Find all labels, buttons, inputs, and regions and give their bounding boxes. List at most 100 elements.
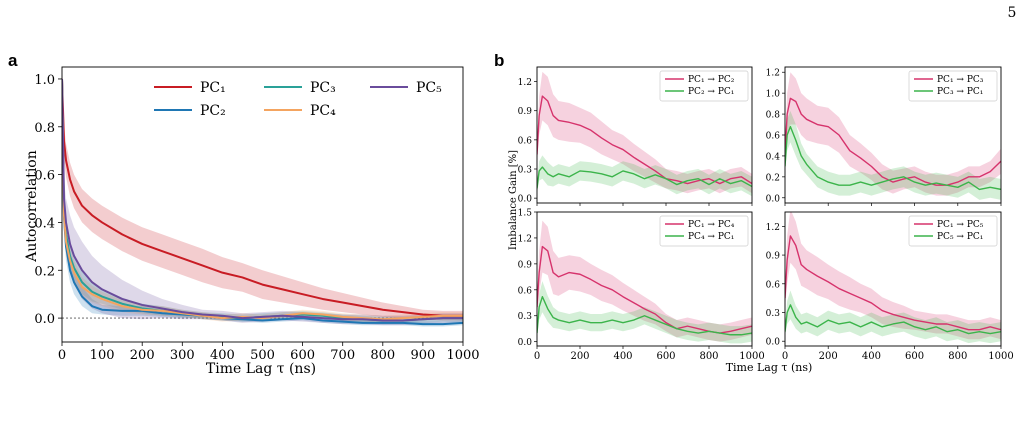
panel-a-legend-label-2: PC₃ xyxy=(310,80,336,96)
panel-b-top-left-y-tick-label-2: 0.6 xyxy=(518,136,533,146)
panel-b-bottom-right-legend-label-1: PC₅ → PC₁ xyxy=(937,232,983,242)
panel-a-legend-label-4: PC₅ xyxy=(416,80,442,96)
panel-b-x-axis-label: Time Lag τ (ns) xyxy=(726,361,813,374)
panel-b-bottom-left-y-tick-label-0: 0.0 xyxy=(518,338,533,348)
panel-a-x-tick-label-0: 0 xyxy=(58,348,66,363)
panel-b-bottom-right-y-tick-label-0: 0.0 xyxy=(766,338,781,348)
panel-a-x-tick-label-10: 1000 xyxy=(446,348,479,363)
panel-a-label: a xyxy=(8,51,18,70)
panel-b-top-left-legend-label-0: PC₁ → PC₂ xyxy=(688,75,735,85)
panel-b-bottom-right-legend-label-0: PC₁ → PC₅ xyxy=(937,220,984,230)
panel-a-y-tick-label-0: 0.0 xyxy=(34,312,55,327)
panel-a-x-axis-label: Time Lag τ (ns) xyxy=(206,361,316,377)
panel-a-y-axis-label: Autocorrelation xyxy=(24,150,40,263)
panel-a-x-tick-label-6: 600 xyxy=(290,348,315,363)
panel-a-legend-label-0: PC₁ xyxy=(200,80,226,96)
panel-b-top-left-y-tick-label-4: 1.2 xyxy=(518,78,532,88)
panel-b-top-right-y-tick-label-3: 0.6 xyxy=(766,132,781,142)
panel-a-legend-label-3: PC₄ xyxy=(310,103,336,119)
panel-b-bottom-left-x-tick-label-4: 800 xyxy=(699,351,718,362)
panel-b-top-left-y-tick-label-0: 0.0 xyxy=(518,195,533,205)
panel-b-top-left-axes-frame xyxy=(536,66,753,204)
panel-b-bottom-right-series-line-1 xyxy=(785,304,1001,335)
panel-b-bottom-right-y-tick-label-1: 0.3 xyxy=(766,309,781,319)
panel-b-bottom-right-y-tick-label-2: 0.6 xyxy=(766,280,781,290)
panel-a-series-line-4 xyxy=(62,78,463,322)
panel-b-top-left-band-1 xyxy=(537,155,752,197)
panel-b-top-left-plot-area xyxy=(537,71,752,197)
panel-a-series-line-3 xyxy=(62,78,463,321)
panel-b-top-left-y-tick-label-3: 0.9 xyxy=(518,107,533,117)
panel-b-top-right-legend-label-0: PC₁ → PC₃ xyxy=(937,75,984,85)
panel-b-bottom-right-y-tick-label-4: 1.2 xyxy=(766,223,780,233)
panel-a-y-tick-label-3: 0.6 xyxy=(34,169,55,184)
panel-a-x-tick-label-7: 700 xyxy=(330,348,355,363)
panel-b-top-right-plot-area xyxy=(785,72,1001,200)
panel-b-bottom-left-legend: PC₁ → PC₄ PC₄ → PC₁ xyxy=(659,215,749,247)
panel-a-x-tick-label-9: 900 xyxy=(410,348,435,363)
panel-b-top-right-legend-label-1: PC₃ → PC₁ xyxy=(937,87,983,97)
panel-b-top-right-y-tick-label-1: 0.2 xyxy=(766,173,780,183)
panel-b-top-right-y-tick-label-6: 1.2 xyxy=(766,69,780,79)
panel-b-top-right-band-0 xyxy=(785,72,1001,196)
panel-b-bottom-left-x-tick-label-3: 600 xyxy=(656,351,675,362)
panel-b-top-right-y-tick-label-4: 0.8 xyxy=(766,111,781,121)
panel-b-bottom-left-x-tick-label-0: 0 xyxy=(534,351,540,362)
panel-b-bottom-right-band-1 xyxy=(785,290,1001,344)
panel-a-y-tick-label-2: 0.4 xyxy=(34,216,55,231)
panel-b-top-left-band-0 xyxy=(537,71,752,194)
page-number: 5 xyxy=(1008,5,1017,21)
panel-b-top-left-y-tick-label-1: 0.3 xyxy=(518,166,533,176)
panel-b-chart: 0.0 0.3 0.6 0.9 1.2 PC₁ → PC₂ PC₂ → PC₁ 0.0 0.2 0… xyxy=(518,66,1014,362)
panel-b-bottom-left-y-tick-label-3: 0.9 xyxy=(518,260,533,270)
panel-b-bottom-left-x-tick-label-2: 400 xyxy=(613,351,632,362)
panel-b-bottom-left-y-tick-label-1: 0.3 xyxy=(518,312,533,322)
panel-b-bottom-left-legend-label-1: PC₄ → PC₁ xyxy=(688,232,734,242)
panel-b-bottom-left-plot-area xyxy=(537,220,752,344)
panel-a-x-tick-label-8: 800 xyxy=(370,348,395,363)
panel-b-bottom-right-x-tick-label-2: 400 xyxy=(862,351,881,362)
panel-b-bottom-left-y-tick-label-4: 1.2 xyxy=(518,234,532,244)
panel-b-bottom-left-band-1 xyxy=(537,281,752,344)
panel-b-top-right-y-tick-label-5: 1.0 xyxy=(766,90,781,100)
panel-b-bottom-right-series-line-0 xyxy=(785,235,1001,331)
panel-b-bottom-left-axes-frame xyxy=(536,211,753,347)
panel-a-x-tick-label-1: 100 xyxy=(90,348,115,363)
panel-b-bottom-right-y-tick-label-3: 0.9 xyxy=(766,252,781,262)
panel-a-band-0 xyxy=(62,71,463,321)
panel-b-bottom-left-x-tick-label-1: 200 xyxy=(570,351,589,362)
panel-a-y-tick-label-1: 0.2 xyxy=(34,264,55,279)
panel-b-top-right-series-line-1 xyxy=(785,125,1001,191)
panel-a-chart: 0 100 200 300 400 500 600 700 800 900 1000 0.0 0.2 0.… xyxy=(34,66,480,363)
panel-b-bottom-right-x-tick-label-4: 800 xyxy=(948,351,967,362)
panel-a-band-3 xyxy=(62,71,463,323)
panel-b-bottom-left-series-line-1 xyxy=(537,296,752,336)
panel-b-label: b xyxy=(494,51,504,70)
panel-a-x-tick-label-5: 500 xyxy=(250,348,275,363)
panel-b-top-right-legend: PC₁ → PC₃ PC₃ → PC₁ xyxy=(908,70,998,102)
panel-a-x-tick-label-3: 300 xyxy=(170,348,195,363)
panel-b-bottom-right-x-tick-label-5: 1000 xyxy=(988,351,1013,362)
panel-b-bottom-left-band-0 xyxy=(537,220,752,342)
panel-b-bottom-right-axes-frame xyxy=(784,211,1002,347)
panel-b-bottom-left-x-tick-label-5: 1000 xyxy=(739,351,764,362)
panel-b-top-left-series-line-1 xyxy=(537,166,752,189)
panel-b-bottom-left-legend-label-0: PC₁ → PC₄ xyxy=(688,220,735,230)
panel-a-legend-label-1: PC₂ xyxy=(200,103,226,119)
panel-b-top-right-y-tick-label-2: 0.4 xyxy=(766,152,781,162)
panel-a-series-line-0 xyxy=(62,78,463,317)
panel-b-bottom-right-plot-area xyxy=(785,212,1001,344)
panel-b-bottom-right-legend: PC₁ → PC₅ PC₅ → PC₁ xyxy=(908,215,998,247)
panel-b-y-axis-label: Imbalance Gain [%] xyxy=(508,150,519,250)
panel-b-top-right-y-tick-label-0: 0.0 xyxy=(766,194,781,204)
panel-b-top-left-legend: PC₁ → PC₂ PC₂ → PC₁ xyxy=(659,70,749,102)
panel-a-x-tick-label-2: 200 xyxy=(130,348,155,363)
panel-b-top-right-series-line-0 xyxy=(785,97,1001,186)
panel-b-top-left-series-line-0 xyxy=(537,95,752,185)
panel-a-y-tick-label-5: 1.0 xyxy=(34,73,55,88)
panel-b-bottom-left-y-tick-label-5: 1.5 xyxy=(518,209,533,219)
panel-b-bottom-right-x-tick-label-3: 600 xyxy=(905,351,924,362)
panel-b-bottom-right-x-tick-label-0: 0 xyxy=(782,351,788,362)
panel-b-top-left-legend-label-1: PC₂ → PC₁ xyxy=(688,87,734,97)
